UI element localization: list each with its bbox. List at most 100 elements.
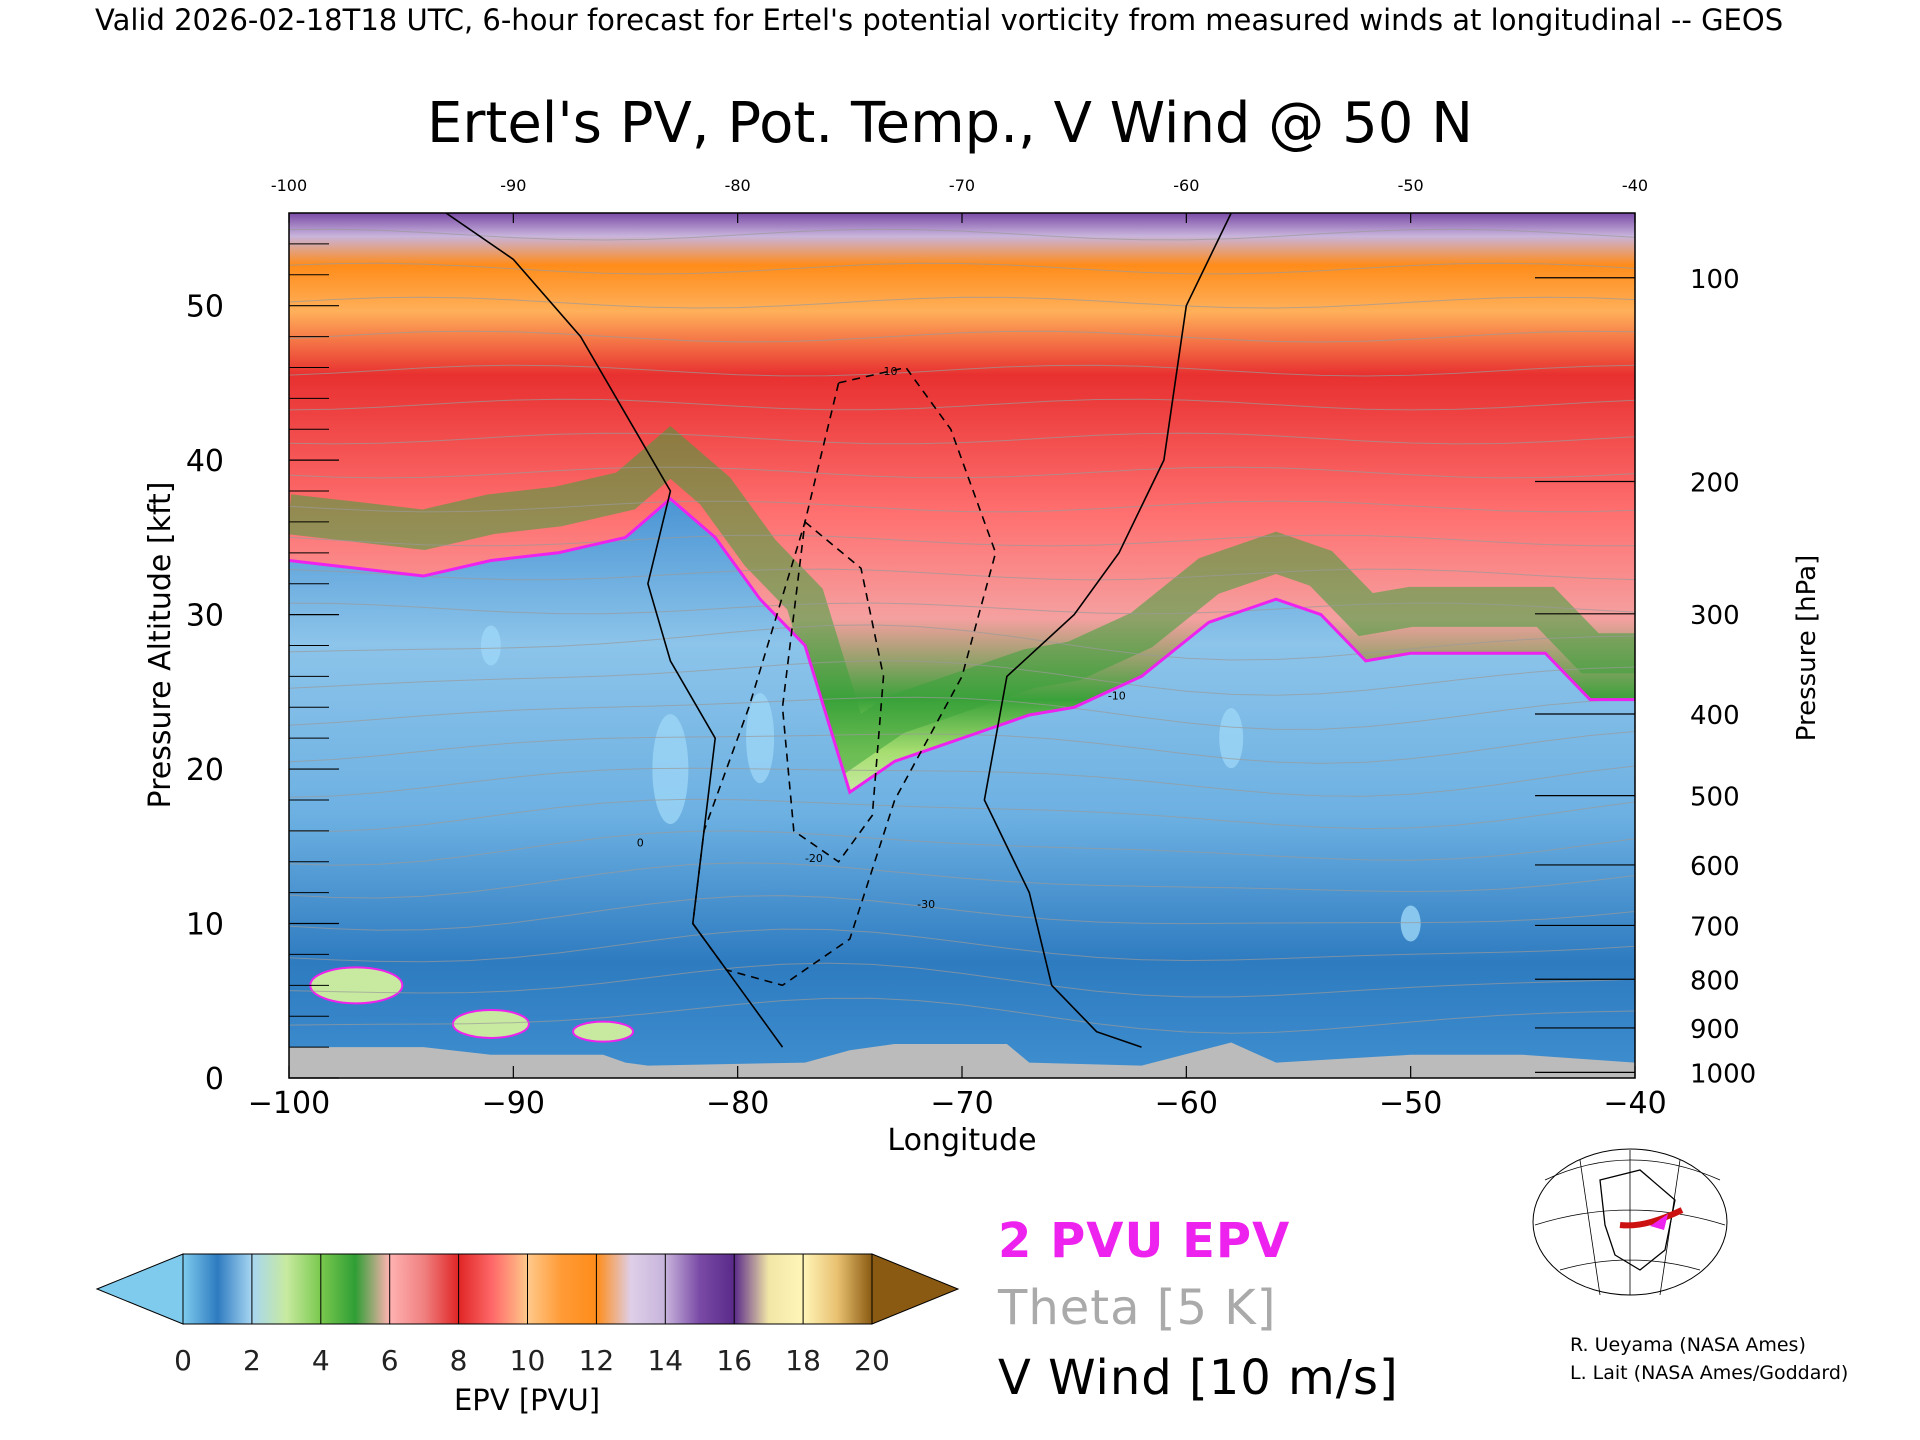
x-axis-label: Longitude (887, 1123, 1036, 1158)
v-wind-negative-contour (691, 366, 997, 987)
x-tick-label-5: −50 (1379, 1086, 1442, 1121)
theta-contour-18 (289, 398, 1635, 411)
pressure-tick-label-3: 400 (1690, 701, 1740, 731)
theta-contour-19 (289, 364, 1635, 377)
colorbar-label: EPV [PVU] (454, 1383, 600, 1417)
y-axis-label: Pressure Altitude [kft] (143, 482, 178, 809)
v-wind-negative-inner-contour (781, 520, 885, 863)
low-level-pv-patch-2 (572, 1020, 635, 1043)
inset-globe-map (1532, 1148, 1728, 1296)
tropopause-green-band (289, 426, 1635, 778)
pressure-tick-label-9: 1000 (1690, 1059, 1756, 1089)
theta-contour-23 (289, 228, 1635, 241)
pressure-tick-label-2: 300 (1690, 601, 1740, 631)
theta-contour-1 (289, 962, 1635, 998)
theta-contour-17 (289, 432, 1635, 445)
colorbar-ticks: 0 2 4 6 8 10 12 14 16 18 20 (174, 1254, 890, 1377)
theta-contour-15 (289, 500, 1635, 513)
theta-contour-5 (289, 830, 1635, 866)
globe-coastline (1599, 1169, 1676, 1271)
x-tick-label-3: −70 (930, 1086, 993, 1121)
theta-contour-8 (289, 731, 1635, 764)
pressure-axis-ticks: 100 200 300 400 500 600 700 800 900 1000 (1535, 265, 1756, 1089)
globe-track-arrow (1650, 1214, 1668, 1230)
low-pv-blob-1 (746, 693, 775, 784)
colorbar-tick-label-5: 10 (510, 1344, 546, 1377)
x-top-tick-label-6: -40 (1622, 176, 1648, 195)
top-banner: Valid 2026-02-18T18 UTC, 6-hour forecast… (95, 3, 1783, 37)
theta-contour-16 (289, 466, 1635, 479)
x-top-tick-label-0: -100 (271, 176, 307, 195)
colorbar-tick-label-3: 6 (381, 1344, 399, 1377)
colorbar-tick-label-10: 20 (854, 1344, 890, 1377)
pressure-tick-label-1: 200 (1690, 469, 1740, 499)
colorbar-tick-label-0: 0 (174, 1344, 192, 1377)
y-tick-label-0: 0 (205, 1062, 224, 1097)
pressure-tick-label-6: 700 (1690, 912, 1740, 942)
colorbar-tick-label-6: 12 (579, 1344, 615, 1377)
y-tick-label-2: 20 (186, 753, 224, 788)
legend-theta: Theta [5 K] (998, 1280, 1277, 1336)
theta-contour-4 (289, 862, 1635, 899)
pressure-tick-label-7: 800 (1690, 966, 1740, 996)
pressure-tick-label-0: 100 (1690, 265, 1740, 295)
theta-contour-0 (289, 997, 1635, 1034)
colorbar-tick-label-9: 18 (785, 1344, 821, 1377)
credit-line-1: R. Ueyama (NASA Ames) (1570, 1334, 1806, 1356)
colorbar-tick-label-2: 4 (312, 1344, 330, 1377)
y-axis-ticks: 0 10 20 30 40 50 (186, 243, 339, 1097)
theta-contour-22 (289, 262, 1635, 275)
low-pv-blob-4 (1400, 905, 1421, 942)
v-wind-zero-contour (445, 213, 784, 1048)
x-tick-label-6: −40 (1603, 1086, 1666, 1121)
v-wind-contour-labels: 0 10 -10 -20 -30 (637, 365, 1126, 911)
credit-line-2: L. Lait (NASA Ames/Goddard) (1570, 1362, 1849, 1384)
x-tick-label-2: −80 (706, 1086, 769, 1121)
y-tick-label-5: 50 (186, 290, 224, 325)
y-tick-label-3: 30 (186, 599, 224, 634)
pressure-tick-label-5: 600 (1690, 852, 1740, 882)
v-wind-zero-contour-east (983, 213, 1232, 1048)
theta-contour-11 (289, 624, 1635, 661)
theta-contour-3 (289, 895, 1635, 931)
low-pv-blobs (480, 625, 1421, 942)
two-pvu-contour (289, 496, 1635, 795)
v-wind-label-4: -30 (917, 898, 935, 911)
x-top-tick-label-5: -50 (1398, 176, 1424, 195)
colorbar-tick-label-8: 16 (716, 1344, 752, 1377)
theta-contour-14 (289, 534, 1635, 547)
epv-colorbar: 0 2 4 6 8 10 12 14 16 18 20 EPV [PVU] (95, 1253, 960, 1417)
v-wind-label-1: 10 (883, 365, 897, 378)
x-tick-label-4: −60 (1155, 1086, 1218, 1121)
theta-contour-20 (289, 330, 1635, 343)
theta-contour-10 (289, 660, 1635, 696)
theta-contour-6 (289, 798, 1635, 832)
theta-contour-12 (289, 602, 1635, 615)
colorbar-tick-label-7: 14 (647, 1344, 683, 1377)
plot-area: 0 10 -10 -20 -30 (289, 213, 1635, 1078)
surface-terrain (289, 1042, 1635, 1078)
x-axis-top-ticks: -100 -90 -80 -70 -60 -50 -40 (271, 176, 1648, 223)
y-tick-label-4: 40 (186, 444, 224, 479)
pressure-tick-label-4: 500 (1690, 783, 1740, 813)
v-wind-label-0: 0 (637, 836, 644, 849)
low-level-pv-patches (309, 966, 635, 1043)
stratosphere-epv-fill (289, 213, 1635, 793)
x-top-tick-label-3: -70 (949, 176, 975, 195)
low-pv-blob-0 (652, 714, 689, 825)
theta-contour-13 (289, 568, 1635, 581)
theta-contour-7 (289, 765, 1635, 798)
x-top-tick-label-4: -60 (1173, 176, 1199, 195)
x-tick-label-1: −90 (482, 1086, 545, 1121)
low-pv-blob-3 (1219, 708, 1244, 769)
x-tick-label-0: −100 (248, 1086, 330, 1121)
legend-v-wind: V Wind [10 m/s] (998, 1350, 1399, 1406)
colorbar-over-arrow (871, 1253, 960, 1325)
theta-contour-21 (289, 296, 1635, 309)
colorbar-under-arrow (95, 1253, 184, 1325)
troposphere-epv-fill (289, 498, 1635, 1078)
globe-cross-section-track (1619, 1207, 1684, 1229)
theta-contours (289, 228, 1635, 1034)
colorbar-tick-label-4: 8 (450, 1344, 468, 1377)
